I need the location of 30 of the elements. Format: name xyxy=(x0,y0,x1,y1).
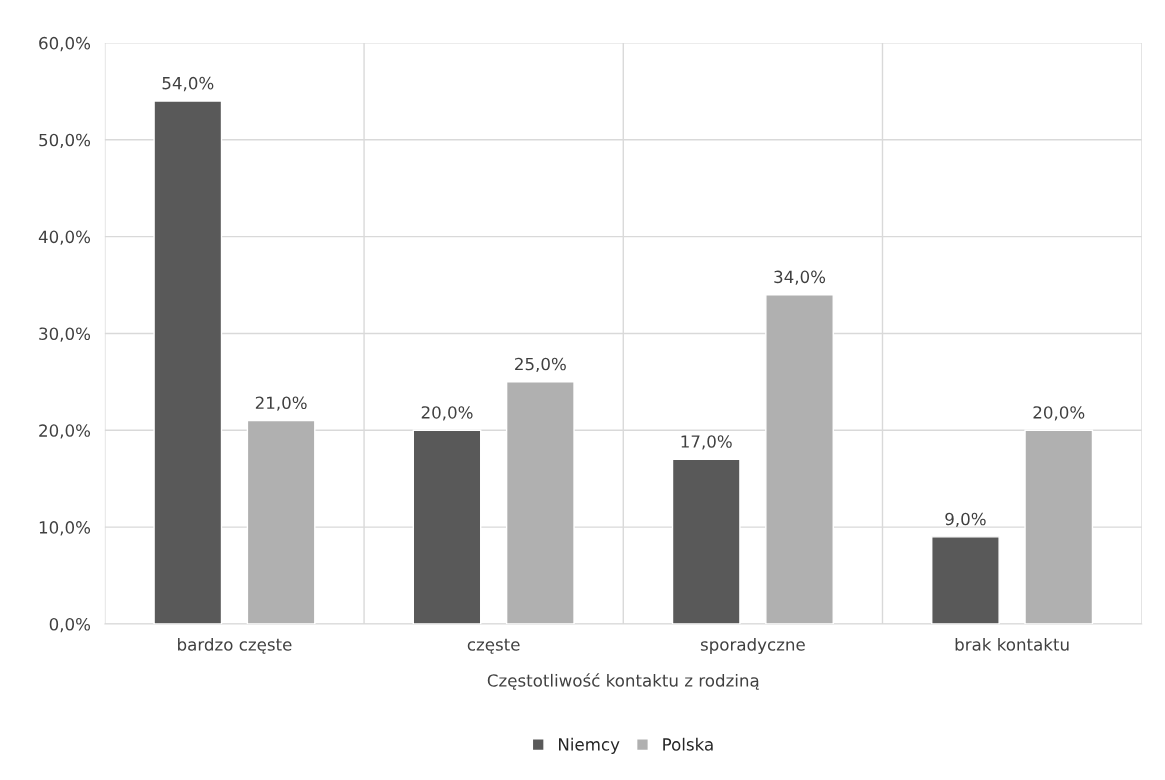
data-label: 54,0% xyxy=(162,76,214,92)
x-tick-label: częste xyxy=(467,638,520,654)
y-tick-label: 60,0% xyxy=(39,36,91,52)
x-axis-title: Częstotliwość kontaktu z rodziną xyxy=(487,673,759,690)
data-label: 20,0% xyxy=(1033,406,1085,421)
y-tick-label: 0,0% xyxy=(49,617,91,633)
data-label: 21,0% xyxy=(255,396,307,411)
data-label: 20,0% xyxy=(421,406,473,421)
x-tick-label: bardzo częste xyxy=(178,637,292,654)
data-label: 34,0% xyxy=(774,270,826,285)
bar xyxy=(153,100,223,624)
data-label: 25,0% xyxy=(515,357,566,373)
bar xyxy=(412,429,482,624)
bar xyxy=(671,458,741,624)
y-tick-label: 40,0% xyxy=(38,230,91,245)
bar xyxy=(1024,429,1094,624)
y-tick-label: 10,0% xyxy=(39,521,91,536)
bar xyxy=(931,536,1000,624)
bar xyxy=(765,294,834,624)
x-tick-label: brak kontaktu xyxy=(955,637,1069,651)
bar xyxy=(246,419,316,624)
legend-label: Niemcy xyxy=(559,737,620,754)
legend-label: Polska xyxy=(663,737,713,751)
bar xyxy=(505,381,575,624)
x-tick-label: sporadyczne xyxy=(700,637,805,655)
data-label: 9,0% xyxy=(945,512,986,527)
y-tick-label: 20,0% xyxy=(39,424,91,439)
y-tick-label: 50,0% xyxy=(39,133,91,149)
y-tick-label: 30,0% xyxy=(39,327,91,342)
data-label: 17,0% xyxy=(681,435,732,450)
